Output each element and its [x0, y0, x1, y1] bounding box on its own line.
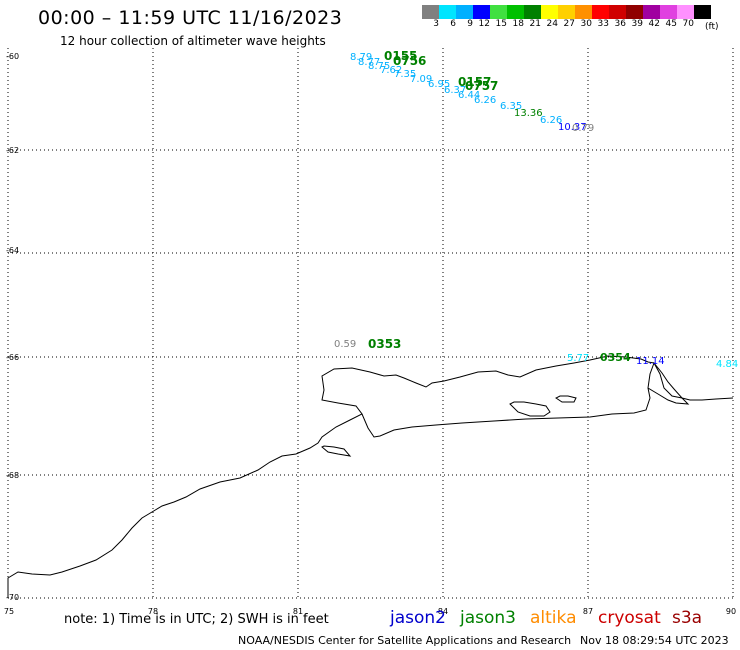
color-scale-tick-label: 70 — [682, 19, 694, 29]
color-scale-tick-label: 15 — [495, 19, 507, 29]
wave-height-label: 0.79 — [572, 123, 594, 134]
color-scale-tick-label: 6 — [450, 19, 456, 29]
color-scale-tick-label: 39 — [631, 19, 643, 29]
lat-label-62: -62 — [6, 146, 19, 155]
generated-timestamp: Nov 18 08:29:54 UTC 2023 — [580, 634, 729, 647]
lat-label-60: -60 — [6, 52, 19, 61]
wave-height-label: 6.95 — [428, 79, 450, 90]
color-scale-swatch — [456, 5, 473, 19]
color-scale-swatch — [558, 5, 575, 19]
color-scale-tick-label: 33 — [597, 19, 609, 29]
lon-label-75: 75 — [4, 607, 14, 616]
color-scale-swatch — [626, 5, 643, 19]
lon-label-87: 87 — [583, 607, 593, 616]
color-scale-tick-label: 9 — [467, 19, 473, 29]
color-scale-tick-label: 18 — [512, 19, 524, 29]
time-label: 0155 — [384, 49, 417, 63]
time-label: 0757 — [465, 79, 498, 93]
wave-height-label: 6.26 — [474, 95, 496, 106]
wave-height-label: 5.77 — [567, 353, 589, 364]
satellite-jason3-label: jason3 — [460, 608, 516, 628]
wave-height-label: 13.36 — [514, 108, 543, 119]
map-title: 00:00 – 11:59 UTC 11/16/2023 — [38, 7, 343, 29]
wave-height-label: 6.26 — [540, 115, 562, 126]
color-scale-swatch — [439, 5, 456, 19]
color-scale-swatch — [422, 5, 439, 19]
plot-frame — [7, 48, 734, 600]
lat-label-66: -66 — [6, 353, 19, 362]
color-scale-swatch — [575, 5, 592, 19]
wave-height-label: 7.62 — [380, 65, 402, 76]
color-scale-swatch — [643, 5, 660, 19]
satellite-s3a-label: s3a — [672, 608, 703, 628]
color-scale-tick-label: 36 — [614, 19, 626, 29]
graticule — [8, 48, 733, 600]
color-scale-swatch — [524, 5, 541, 19]
color-scale-legend: 3 6 9 12 15 18 21 24 27 30 33 36 39 42 45 70 — [422, 5, 711, 29]
color-scale-swatch — [592, 5, 609, 19]
units-note: note: 1) Time is in UTC; 2) SWH is in fe… — [64, 612, 329, 627]
lon-label-90: 90 — [726, 607, 736, 616]
time-label: 0157 — [458, 75, 491, 89]
color-scale-tick-label: 42 — [648, 19, 660, 29]
color-scale-swatch — [507, 5, 524, 19]
wave-height-label: 6.44 — [458, 90, 480, 101]
color-scale-ticks: 3 6 9 12 15 18 21 24 27 30 33 36 39 42 45 70 — [422, 19, 711, 29]
wave-height-label: 11.14 — [636, 356, 665, 367]
satellite-altika-label: altika — [530, 608, 577, 628]
color-scale-tick-label: 21 — [529, 19, 541, 29]
color-scale-tick-label: 3 — [433, 19, 439, 29]
wave-height-label: 6.37 — [444, 85, 466, 96]
wave-height-label: 7.35 — [394, 69, 416, 80]
time-label: 0354 — [600, 351, 631, 364]
lon-label-81: 81 — [293, 607, 303, 616]
color-scale-swatch — [660, 5, 677, 19]
color-scale-swatch — [490, 5, 507, 19]
color-scale-tick-label: 27 — [563, 19, 575, 29]
wave-height-label: 7.09 — [410, 74, 432, 85]
color-scale-swatch — [541, 5, 558, 19]
color-scale-unit: (ft) — [705, 22, 719, 32]
satellite-cryosat-label: cryosat — [598, 608, 661, 628]
lat-label-64: -64 — [6, 246, 19, 255]
color-scale-tick-label: 30 — [580, 19, 592, 29]
lon-label-84: 84 — [438, 607, 448, 616]
color-scale-swatch — [473, 5, 490, 19]
lat-label-70: -70 — [6, 593, 19, 602]
wave-height-label: 8.75 — [368, 61, 390, 72]
time-label: 0756 — [393, 54, 426, 68]
wave-height-label: 10.37 — [558, 122, 587, 133]
wave-height-label: 6.35 — [500, 101, 522, 112]
lat-label-68: -68 — [6, 471, 19, 480]
color-scale-swatches — [422, 5, 711, 19]
wave-height-label: 8.79 — [350, 52, 372, 63]
color-scale-tick-label: 24 — [546, 19, 558, 29]
color-scale-swatch — [677, 5, 694, 19]
satellite-jason2-label: jason2 — [390, 608, 446, 628]
antarctic-coastline — [7, 355, 734, 598]
credit-line: NOAA/NESDIS Center for Satellite Applica… — [238, 634, 572, 647]
wave-height-label: 8.77 — [358, 57, 380, 68]
map-subtitle: 12 hour collection of altimeter wave hei… — [60, 34, 326, 48]
wave-height-label: 4.84 — [716, 359, 738, 370]
time-label: 0353 — [368, 337, 401, 351]
wave-height-label: 0.59 — [334, 339, 356, 350]
color-scale-tick-label: 45 — [665, 19, 677, 29]
lon-label-78: 78 — [148, 607, 158, 616]
color-scale-swatch — [609, 5, 626, 19]
color-scale-swatch — [694, 5, 711, 19]
color-scale-tick-label: 12 — [478, 19, 490, 29]
